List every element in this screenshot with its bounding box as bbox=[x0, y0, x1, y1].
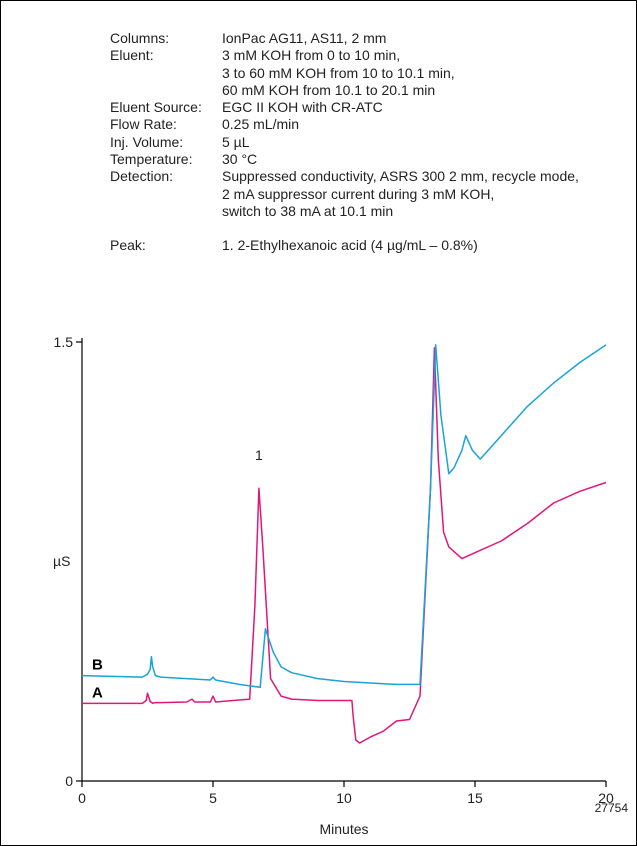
condition-value-line: switch to 38 mA at 10.1 min bbox=[222, 202, 394, 219]
condition-label: Detection: bbox=[110, 168, 174, 185]
condition-value-line: 60 mM KOH from 10.1 to 20.1 min bbox=[222, 81, 436, 98]
condition-value-line: Suppressed conductivity, ASRS 300 2 mm, … bbox=[222, 168, 579, 185]
condition-label: Eluent Source: bbox=[110, 99, 202, 116]
trace-a-label: A bbox=[92, 684, 103, 701]
condition-value-line: EGC II KOH with CR-ATC bbox=[222, 99, 383, 116]
condition-value-line: 3 to 60 mM KOH from 10 to 10.1 min, bbox=[222, 64, 455, 81]
x-tick-label: 15 bbox=[467, 790, 483, 806]
condition-row: Detection: Suppressed conductivity, ASRS … bbox=[110, 168, 620, 220]
peak-row: Peak: 1. 2-Ethylhexanoic acid (4 µg/mL – … bbox=[110, 237, 620, 254]
x-tick-label: 5 bbox=[209, 790, 217, 806]
condition-value: IonPac AG11, AS11, 2 mm bbox=[222, 30, 620, 47]
condition-row: Temperature: 30 °C bbox=[110, 151, 620, 168]
condition-value-line: 2 mA suppressor current during 3 mM KOH, bbox=[222, 185, 495, 202]
condition-value-line: 30 °C bbox=[222, 151, 258, 168]
condition-value: 0.25 mL/min bbox=[222, 116, 620, 133]
condition-row: Eluent: 3 mM KOH from 0 to 10 min, 3 to 60… bbox=[110, 47, 620, 99]
trace-b-label: B bbox=[92, 657, 103, 674]
trace-b-line bbox=[81, 344, 607, 689]
trace-a-line bbox=[82, 347, 607, 744]
x-tick-label: 10 bbox=[336, 790, 352, 806]
condition-value-line: IonPac AG11, AS11, 2 mm bbox=[222, 30, 387, 46]
condition-value-line: 5 µL bbox=[222, 133, 250, 150]
condition-label: Inj. Volume: bbox=[110, 133, 184, 150]
traces-group bbox=[81, 344, 607, 744]
condition-label: Columns: bbox=[110, 30, 170, 46]
condition-value: 30 °C bbox=[222, 151, 620, 168]
condition-value: EGC II KOH with CR-ATC bbox=[222, 99, 620, 116]
condition-value: 5 µL bbox=[222, 134, 620, 151]
condition-value-line: 0.25 mL/min bbox=[222, 116, 300, 133]
condition-label: Temperature: bbox=[110, 151, 193, 168]
figure-id: 27754 bbox=[595, 801, 629, 815]
condition-value: 3 mM KOH from 0 to 10 min, 3 to 60 mM KOH… bbox=[222, 47, 620, 99]
condition-label: Eluent: bbox=[110, 47, 154, 64]
condition-value-line: 3 mM KOH from 0 to 10 min, bbox=[222, 47, 401, 64]
axes-group: 0 5 10 15 20 0 1.5 Minutes µS 27754 bbox=[53, 334, 628, 837]
x-tick-label: 20 bbox=[598, 790, 614, 806]
labels-group: AB 1 bbox=[92, 447, 263, 702]
peak-text: 1. 2-Ethylhexanoic acid (4 µg/mL – 0.8%) bbox=[222, 237, 478, 254]
peak-number-label: 1 bbox=[255, 447, 263, 463]
y-tick-label: 1.5 bbox=[54, 334, 74, 350]
condition-label: Flow Rate: bbox=[110, 116, 177, 133]
condition-row: Inj. Volume: 5 µL bbox=[110, 134, 620, 151]
y-tick-label: 0 bbox=[65, 773, 73, 789]
y-axis-label: µS bbox=[53, 553, 70, 569]
peak-label: Peak: bbox=[110, 237, 146, 254]
condition-row: Eluent Source: EGC II KOH with CR-ATC bbox=[110, 99, 620, 116]
x-tick-label: 0 bbox=[78, 790, 86, 806]
conditions-block: Columns: IonPac AG11, AS11, 2 mm Eluent: 3 … bbox=[110, 30, 620, 255]
x-axis-label: Minutes bbox=[319, 821, 368, 837]
condition-value: Suppressed conductivity, ASRS 300 2 mm, … bbox=[222, 168, 620, 220]
condition-row: Flow Rate: 0.25 mL/min bbox=[110, 116, 620, 133]
condition-row: Columns: IonPac AG11, AS11, 2 mm bbox=[110, 30, 620, 47]
